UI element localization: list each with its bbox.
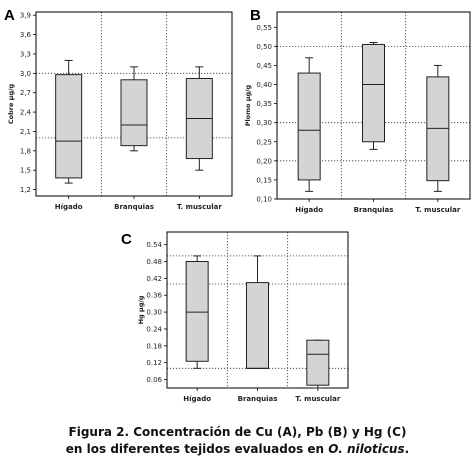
box-iqr: [185, 261, 209, 362]
y-tick-label: 3,6: [20, 31, 32, 39]
y-tick-label: 0,20: [256, 157, 272, 165]
panel-letter-c: C: [121, 231, 132, 248]
caption-text: en los diferentes tejidos evaluados en: [65, 442, 329, 456]
panel-letter-a: A: [4, 7, 15, 24]
y-axis-label: Plomo µg/g: [244, 84, 252, 126]
y-tick-label: 0,55: [256, 24, 272, 32]
y-tick-label: 0.36: [146, 292, 162, 300]
y-axis-label: Cobre µg/g: [7, 84, 15, 125]
panel-letter-b: B: [250, 7, 261, 24]
caption-species: O. niloticus: [328, 442, 405, 456]
y-tick-label: 1,5: [20, 167, 31, 175]
y-tick-label: 0.06: [146, 376, 162, 384]
box-iqr: [246, 282, 269, 369]
x-category-label: Hígado: [55, 203, 83, 211]
figure-caption-line-2: en los diferentes tejidos evaluados en O…: [0, 442, 475, 456]
y-tick-label: 2,4: [20, 109, 32, 117]
y-tick-label: 0,35: [256, 100, 272, 108]
y-tick-label: 0,40: [256, 81, 272, 89]
y-tick-label: 3,0: [20, 70, 31, 78]
y-tick-label: 0.54: [146, 241, 162, 249]
y-tick-label: 0,10: [256, 196, 272, 204]
chart-panel-b: B 0,10 0,15 0,20 0,25 0,30 0,35 0,40 0,45 0,50 0,5…: [244, 7, 471, 214]
y-tick-label: 0.30: [146, 309, 162, 317]
y-tick-label: 3,3: [20, 50, 31, 58]
y-tick-label: 0,15: [256, 176, 272, 184]
box-iqr: [297, 72, 321, 181]
y-tick-label: 1,8: [20, 147, 31, 155]
y-tick-label: 2,7: [20, 89, 31, 97]
y-tick-label: 0.48: [146, 258, 162, 266]
y-tick-label: 0,50: [256, 43, 272, 51]
x-category-label: Hígado: [295, 206, 323, 214]
caption-suffix: .: [404, 442, 410, 456]
x-category-label: Branquias: [238, 395, 278, 403]
x-category-label: T. muscular: [177, 203, 223, 211]
y-tick-label: 0.12: [146, 359, 162, 367]
box-iqr: [306, 339, 330, 386]
figure-caption-line-1: Figura 2. Concentración de Cu (A), Pb (B…: [68, 425, 407, 439]
box-iqr: [55, 74, 83, 179]
x-category-label: Hígado: [183, 395, 211, 403]
y-tick-label: 3,9: [20, 12, 31, 20]
x-category-label: T. muscular: [295, 395, 341, 403]
y-tick-label: 1,2: [20, 186, 31, 194]
y-tick-label: 2,1: [20, 128, 31, 136]
box-iqr: [362, 43, 385, 143]
x-category-label: T. muscular: [415, 206, 461, 214]
y-tick-label: 0.24: [146, 325, 162, 333]
y-tick-label: 0.18: [146, 342, 162, 350]
chart-panel-c: C 0.06 0.12 0.18 0.24 0.30 0.36 0.42 0.48 0.54 Hg …: [121, 231, 349, 403]
y-tick-label: 0,45: [256, 62, 272, 70]
y-axis-label: Hg µg/g: [137, 295, 145, 324]
box-iqr: [120, 79, 148, 147]
x-category-label: Branquias: [354, 206, 394, 214]
x-category-label: Branquias: [114, 203, 154, 211]
y-tick-label: 0.42: [146, 275, 162, 283]
y-tick-label: 0,25: [256, 138, 272, 146]
chart-panel-a: A 1,2 1,5 1,8 2,1 2,4 2,7 3,0 3,3 3,6 3,9 Cobre µg/…: [4, 7, 233, 211]
y-tick-label: 0,30: [256, 119, 272, 127]
